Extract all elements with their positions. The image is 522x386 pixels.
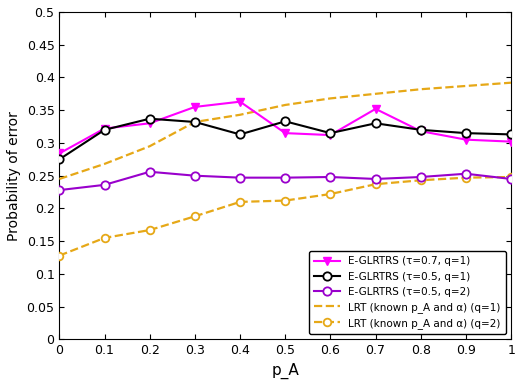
Y-axis label: Probability of error: Probability of error bbox=[7, 111, 21, 240]
Legend: E-GLRTRS (τ=0.7, q=1), E-GLRTRS (τ=0.5, q=1), E-GLRTRS (τ=0.5, q=2), LRT (known : E-GLRTRS (τ=0.7, q=1), E-GLRTRS (τ=0.5, … bbox=[309, 251, 506, 334]
X-axis label: p_A: p_A bbox=[271, 363, 299, 379]
